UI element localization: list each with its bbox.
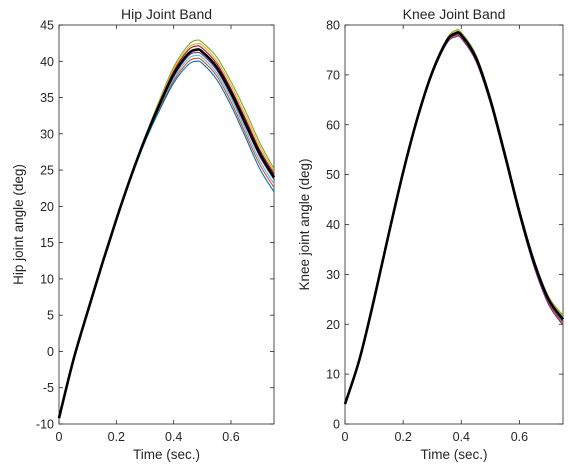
y-tick-label: 10 — [326, 368, 340, 382]
x-tick-label: 0.2 — [394, 430, 411, 444]
mean-series-line — [343, 31, 565, 405]
y-tick-label: 50 — [326, 168, 340, 182]
y-tick-label: -10 — [36, 418, 54, 432]
y-tick-label: 10 — [40, 272, 54, 286]
y-tick-label: 80 — [326, 19, 340, 33]
y-tick-label: 60 — [326, 118, 340, 132]
y-tick-label: 25 — [40, 164, 54, 178]
y-tick-label: 5 — [47, 309, 54, 323]
x-tick-label: 0 — [56, 430, 63, 444]
knee-joint-panel: 0 0.2 0.4 0.6 0 10 20 30 40 50 60 70 80 Knee Joint Ba… — [297, 6, 565, 462]
y-tick-label: 30 — [40, 127, 54, 141]
hip-joint-panel: 0 0.2 0.4 0.6 -10 -5 0 5 10 15 20 25 30 35 40 45 Hip Joi… — [11, 6, 276, 462]
y-tick-label: 20 — [326, 318, 340, 332]
x-axis-label: Time (sec.) — [133, 447, 200, 462]
x-axis-label: Time (sec.) — [421, 447, 488, 462]
y-tick-label: 70 — [326, 68, 340, 82]
chart-title: Hip Joint Band — [121, 6, 212, 22]
y-tick-label: 20 — [40, 200, 54, 214]
y-tick-label: 35 — [40, 91, 54, 105]
y-axis-label: Hip joint angle (deg) — [11, 164, 26, 285]
x-tick-label: 0.6 — [511, 430, 528, 444]
x-tick-label: 0.4 — [453, 430, 470, 444]
x-tick-label: 0.4 — [165, 430, 182, 444]
x-tick-label: 0.6 — [222, 430, 239, 444]
y-tick-label: 0 — [47, 345, 54, 359]
y-tick-label: 45 — [40, 19, 54, 33]
y-axis-label: Knee joint angle (deg) — [297, 158, 312, 290]
y-tick-label: 40 — [326, 218, 340, 232]
mean-series-line — [57, 48, 276, 419]
x-tick-label: 0.2 — [108, 430, 125, 444]
y-tick-label: -5 — [43, 381, 54, 395]
chart-title: Knee Joint Band — [403, 6, 506, 22]
y-tick-label: 0 — [333, 418, 340, 432]
plot-area — [344, 24, 564, 425]
y-tick-label: 30 — [326, 268, 340, 282]
y-tick-label: 15 — [40, 236, 54, 250]
y-tick-label: 40 — [40, 55, 54, 69]
x-tick-label: 0 — [342, 430, 349, 444]
